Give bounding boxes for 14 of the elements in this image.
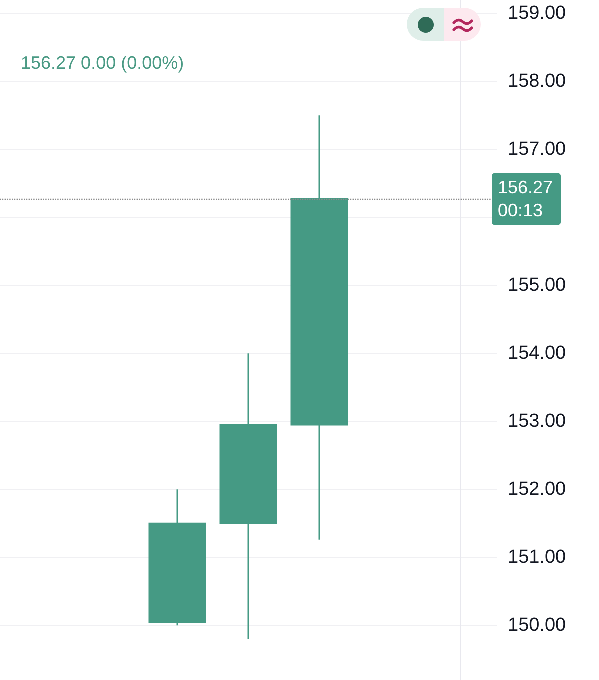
candlestick bbox=[148, 488, 206, 626]
y-tick-label: 157.00 bbox=[508, 139, 566, 160]
y-tick-label: 152.00 bbox=[508, 479, 566, 500]
y-tick-label: 155.00 bbox=[508, 275, 566, 296]
candlestick bbox=[220, 352, 278, 640]
y-tick-label: 159.00 bbox=[508, 3, 566, 24]
y-tick-label: 158.00 bbox=[508, 71, 566, 92]
text: 156.27 0.00 (0.00%) bbox=[21, 53, 184, 73]
ref-line-label: 156.27 00:13 bbox=[498, 178, 554, 221]
y-tick-label: 153.00 bbox=[508, 411, 566, 432]
candlestick bbox=[290, 114, 348, 541]
y-tick-label: 151.00 bbox=[508, 547, 566, 568]
y-tick-label: 150.00 bbox=[508, 615, 566, 636]
y-tick-label: 154.00 bbox=[508, 343, 566, 364]
